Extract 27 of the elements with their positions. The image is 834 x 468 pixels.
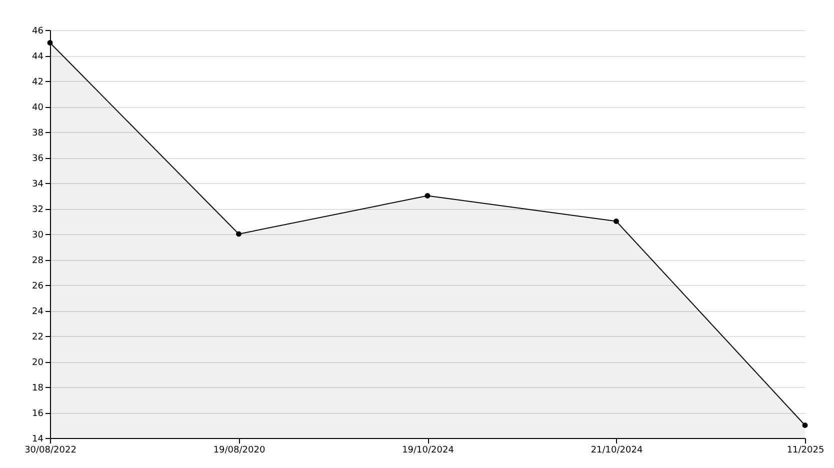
y-tick-label: 44 bbox=[32, 52, 44, 62]
y-tick-label: 40 bbox=[32, 103, 44, 113]
y-tick-label: 46 bbox=[32, 26, 44, 36]
y-tick-label: 32 bbox=[32, 205, 44, 215]
y-tick-label: 18 bbox=[32, 384, 44, 394]
y-tick-label: 24 bbox=[32, 307, 44, 317]
y-tick-label: 22 bbox=[32, 332, 44, 342]
point bbox=[424, 193, 430, 198]
y-tick-label: 26 bbox=[32, 282, 44, 292]
x-tick-label: 19/08/2020 bbox=[213, 446, 266, 456]
x-tick-label: 11/2025 bbox=[786, 446, 824, 456]
point bbox=[614, 218, 619, 224]
y-tick-label: 16 bbox=[32, 409, 44, 419]
y-tick-label: 38 bbox=[32, 128, 44, 138]
y-tick-label: 34 bbox=[32, 180, 44, 190]
point bbox=[47, 40, 53, 46]
x-tick-label: 19/10/2024 bbox=[402, 446, 454, 456]
x-tick-label: 21/10/2024 bbox=[590, 446, 643, 456]
y-tick-label: 36 bbox=[32, 154, 44, 164]
point bbox=[236, 231, 242, 237]
y-tick-label: 20 bbox=[32, 358, 44, 368]
y-tick-label: 42 bbox=[32, 78, 44, 88]
point bbox=[802, 422, 808, 428]
y-tick-label: 30 bbox=[32, 230, 44, 240]
x-tick-label: 30/08/2022 bbox=[24, 446, 76, 456]
y-tick-label: 14 bbox=[32, 434, 44, 444]
y-tick-label: 28 bbox=[32, 256, 44, 266]
